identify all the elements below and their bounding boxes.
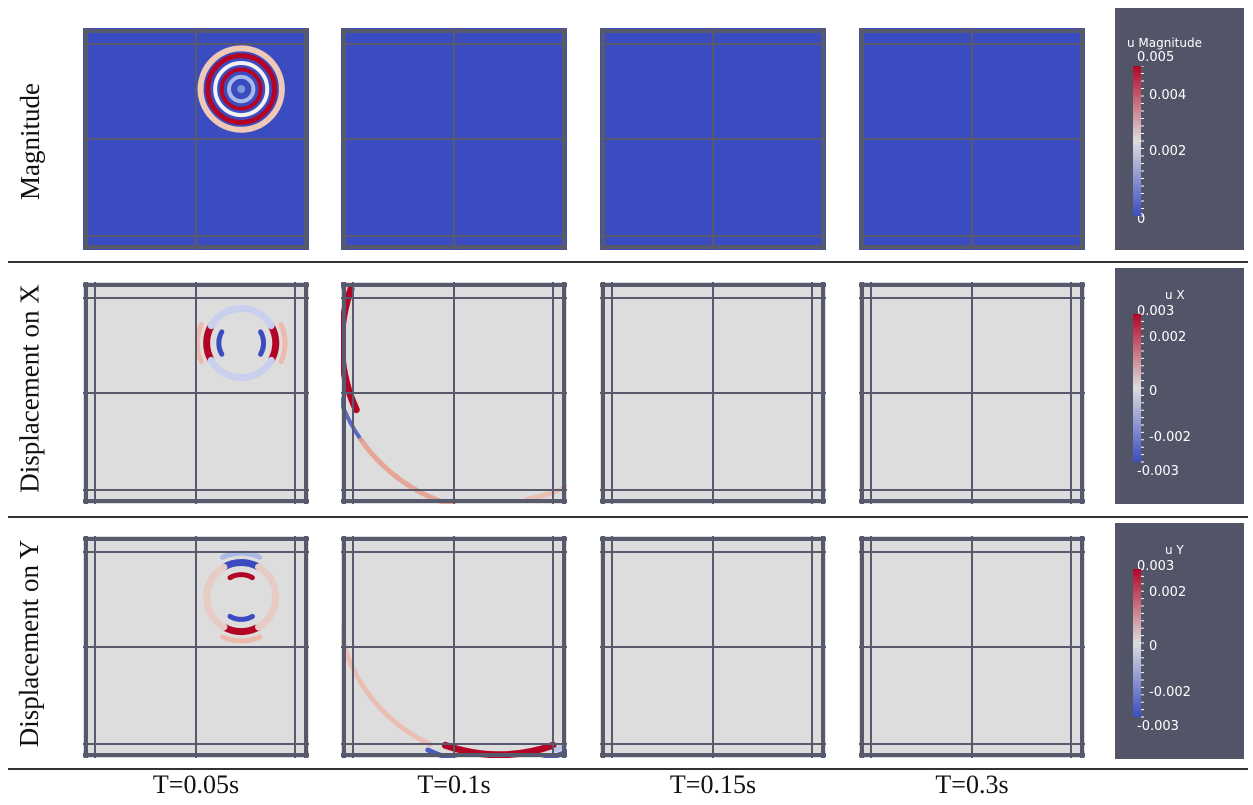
panel-magnitude-1 — [341, 28, 567, 250]
panel-y-0 — [83, 536, 309, 758]
panel-x-1 — [341, 282, 567, 504]
column-label-t-0-3: T=0.3s — [859, 770, 1085, 800]
legend-displacement-y: u Y 0.003 0.002 0 -0.002 -0.003 — [1115, 523, 1244, 759]
legend-tick-label: 0.005 — [1137, 50, 1174, 65]
panel-x-2 — [600, 282, 826, 504]
field-plot — [600, 28, 826, 250]
column-label-t-0-1: T=0.1s — [341, 770, 567, 800]
legend-color-bar — [1133, 66, 1163, 246]
panel-x-0 — [83, 282, 309, 504]
field-plot — [600, 536, 826, 758]
legend-gradient — [1133, 66, 1141, 216]
field-plot — [859, 536, 1085, 758]
field-plot — [600, 282, 826, 504]
panel-y-1 — [341, 536, 567, 758]
field-plot — [341, 536, 567, 758]
wave-center — [237, 85, 245, 93]
row-label-displacement-x-text: Displacement on X — [15, 284, 46, 492]
field-plot — [83, 28, 309, 250]
row-separator — [8, 516, 1248, 518]
legend-magnitude: u Magnitude 0.005 0.004 0.002 0 — [1115, 8, 1244, 250]
row-separator — [8, 261, 1248, 263]
row-label-displacement-x: Displacement on X — [0, 268, 60, 508]
legend-title: u Magnitude — [1127, 36, 1202, 50]
row-label-magnitude-text: Magnitude — [15, 83, 46, 200]
field-plot — [83, 282, 309, 504]
column-label-t-0-15: T=0.15s — [600, 770, 826, 800]
legend-color-bar — [1133, 314, 1163, 494]
legend-title: u X — [1165, 288, 1185, 302]
column-label-t-0-05: T=0.05s — [83, 770, 309, 800]
legend-title: u Y — [1165, 543, 1184, 557]
panel-magnitude-3 — [859, 28, 1085, 250]
field-plot — [859, 282, 1085, 504]
legend-gradient — [1133, 314, 1141, 462]
field-plot — [341, 28, 567, 250]
row-label-displacement-y: Displacement on Y — [0, 523, 60, 763]
field-plot — [83, 536, 309, 758]
row-label-magnitude: Magnitude — [0, 28, 60, 254]
legend-gradient — [1133, 569, 1141, 717]
field-plot — [859, 28, 1085, 250]
panel-magnitude-2 — [600, 28, 826, 250]
field-plot — [341, 282, 567, 504]
panel-x-3 — [859, 282, 1085, 504]
legend-displacement-x: u X 0.003 0.002 0 -0.002 -0.003 — [1115, 268, 1244, 504]
panel-y-2 — [600, 536, 826, 758]
panel-magnitude-0 — [83, 28, 309, 250]
panel-y-3 — [859, 536, 1085, 758]
legend-color-bar — [1133, 569, 1163, 749]
row-label-displacement-y-text: Displacement on Y — [15, 539, 46, 746]
